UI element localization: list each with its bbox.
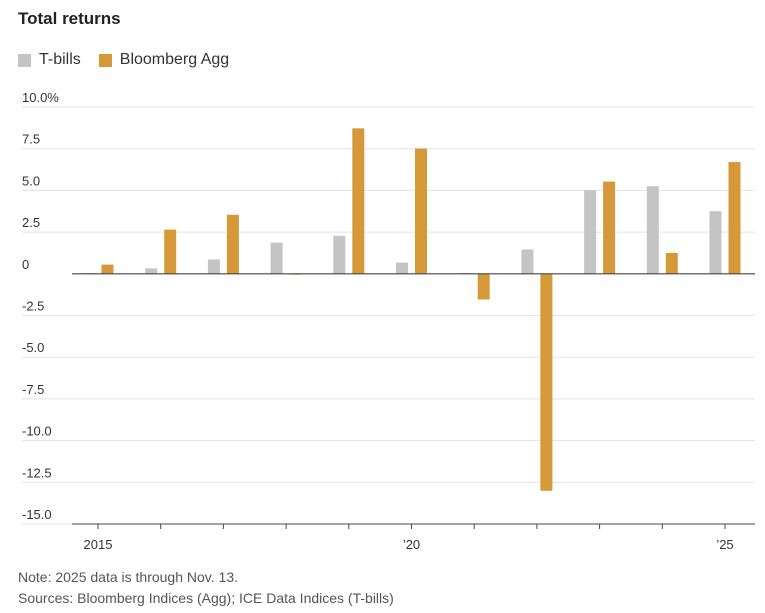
bar-t-bills [333,235,346,274]
y-tick-label: -15.0 [22,507,52,522]
legend-swatch-bloomberg-agg [98,53,112,67]
y-tick-label: 5.0 [22,173,40,188]
y-tick-label: -2.5 [22,299,44,314]
legend-label-bloomberg-agg: Bloomberg Agg [119,51,230,68]
x-tick-label: 2015 [84,537,113,552]
y-tick-label: -5.0 [22,340,44,355]
y-tick-label: -7.5 [22,382,44,397]
bar-bloomberg-agg [164,229,177,274]
chart-title: Total returns [18,9,121,28]
bar-bloomberg-agg [603,181,616,274]
y-tick-label: -12.5 [22,465,52,480]
bar-bloomberg-agg [665,252,678,274]
bar-bloomberg-agg [352,128,365,274]
y-tick-label: -10.0 [22,424,52,439]
y-tick-label: 2.5 [22,215,40,230]
chart-note: Note: 2025 data is through Nov. 13. [18,569,238,585]
bar-t-bills [396,262,408,274]
bar-bloomberg-agg [728,162,741,274]
bar-bloomberg-agg [477,273,490,300]
chart-sources: Sources: Bloomberg Indices (Agg); ICE Da… [18,590,394,606]
bar-t-bills [584,190,597,274]
y-tick-label: 10.0% [22,90,59,105]
bar-t-bills [709,211,722,274]
bar-t-bills [145,268,158,274]
y-tick-label: 7.5 [22,132,40,147]
x-tick-label: ’25 [716,537,733,552]
bar-t-bills [207,259,220,274]
bar-bloomberg-agg [540,273,553,491]
legend-item-bloomberg-agg: Bloomberg Agg [98,51,230,69]
bar-bloomberg-agg [226,214,239,274]
legend-label-t-bills: T-bills [39,51,81,68]
x-tick-label: ’20 [403,537,420,552]
legend-swatch-t-bills [18,53,31,67]
legend-item-t-bills: T-bills [18,51,81,69]
bar-t-bills [521,249,534,274]
bar-bloomberg-agg [415,148,427,274]
bar-t-bills [270,242,283,274]
legend: T-bills Bloomberg Agg [18,51,247,69]
y-tick-label: 0 [22,257,29,272]
bar-t-bills [646,186,659,274]
bar-bloomberg-agg [101,264,114,274]
